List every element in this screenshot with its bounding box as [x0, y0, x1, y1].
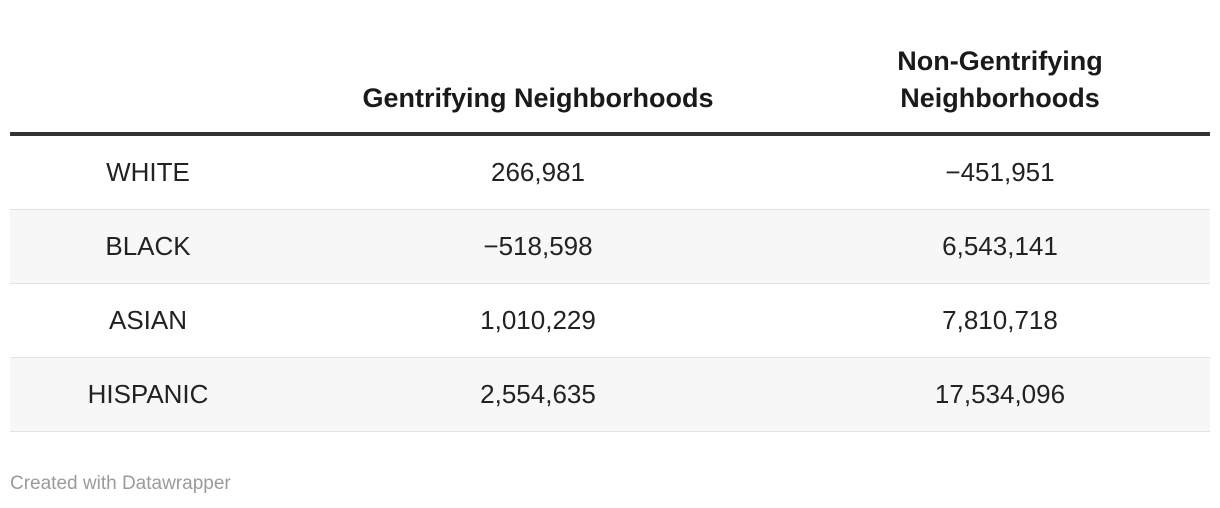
table-row-hispanic: HISPANIC 2,554,635 17,534,096 — [10, 357, 1210, 432]
value-black-gentrifying: −518,598 — [286, 209, 790, 284]
data-table: Gentrifying Neighborhoods Non-Gentrifyin… — [10, 0, 1210, 432]
row-label-hispanic: HISPANIC — [10, 357, 286, 432]
column-header-empty — [10, 0, 286, 136]
row-label-black: BLACK — [10, 209, 286, 284]
column-header-non-gentrifying: Non-Gentrifying Neighborhoods — [790, 0, 1210, 136]
value-white-gentrifying: 266,981 — [286, 134, 790, 210]
column-header-gentrifying: Gentrifying Neighborhoods — [286, 0, 790, 136]
table-row-white: WHITE 266,981 −451,951 — [10, 134, 1210, 210]
row-label-white: WHITE — [10, 134, 286, 210]
table-row-black: BLACK −518,598 6,543,141 — [10, 209, 1210, 284]
attribution: Created with Datawrapper — [10, 472, 1210, 496]
datawrapper-table-chart: Gentrifying Neighborhoods Non-Gentrifyin… — [10, 0, 1210, 496]
value-hispanic-non-gentrifying: 17,534,096 — [790, 357, 1210, 432]
datawrapper-credit-link[interactable]: Created with Datawrapper — [10, 473, 231, 494]
value-hispanic-gentrifying: 2,554,635 — [286, 357, 790, 432]
table-row-asian: ASIAN 1,010,229 7,810,718 — [10, 283, 1210, 358]
header-row: Gentrifying Neighborhoods Non-Gentrifyin… — [10, 0, 1210, 136]
row-label-asian: ASIAN — [10, 283, 286, 358]
value-black-non-gentrifying: 6,543,141 — [790, 209, 1210, 284]
value-white-non-gentrifying: −451,951 — [790, 134, 1210, 210]
value-asian-non-gentrifying: 7,810,718 — [790, 283, 1210, 358]
value-asian-gentrifying: 1,010,229 — [286, 283, 790, 358]
